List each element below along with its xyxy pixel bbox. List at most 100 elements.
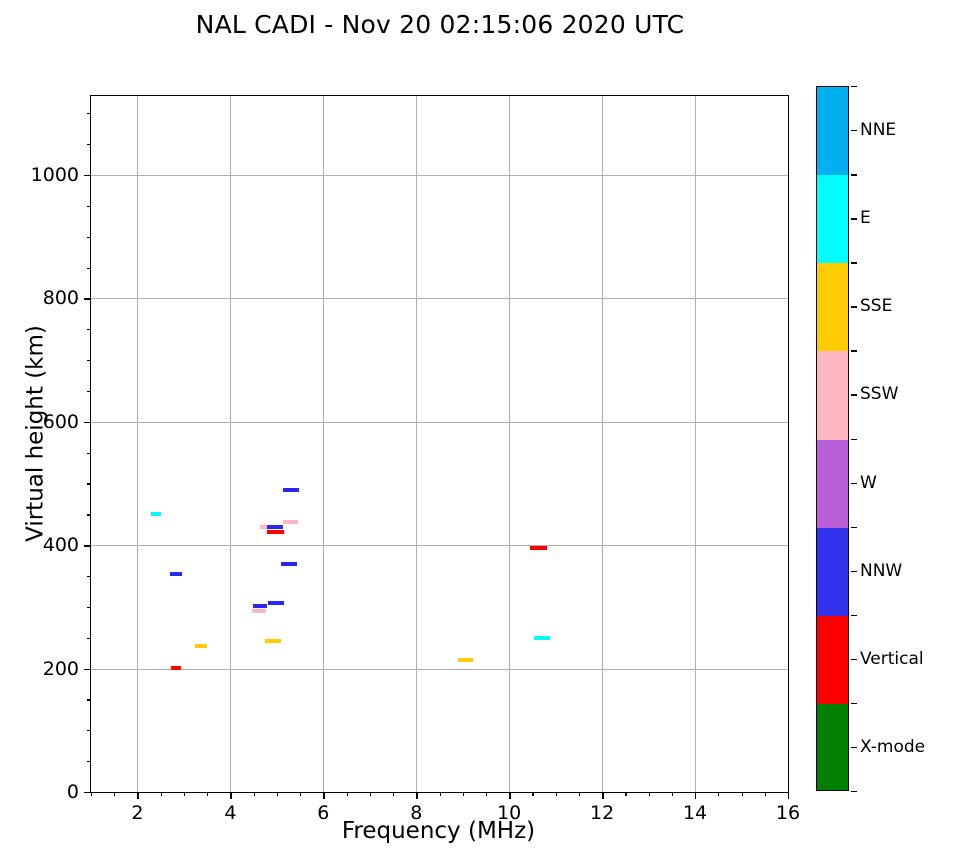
gridline-horizontal (91, 421, 788, 423)
x-axis-tick (602, 792, 604, 799)
data-point-mark (266, 530, 284, 535)
x-axis-tick (137, 792, 139, 799)
y-axis-minor-tick (87, 699, 91, 701)
colorbar-label-vertical: Vertical (860, 648, 924, 669)
colorbar-segment-w (817, 439, 848, 529)
colorbar-segment-nne (817, 87, 848, 176)
colorbar-label-nnw: NNW (860, 560, 903, 581)
colorbar-label-x-mode: X-mode (860, 736, 926, 757)
y-axis-tick (84, 668, 91, 670)
data-point-mark (150, 512, 161, 517)
colorbar-tick (851, 570, 857, 573)
y-axis-minor-tick (87, 144, 91, 146)
plot-data-area (91, 96, 788, 792)
x-axis-minor-tick (439, 792, 441, 796)
x-axis-minor-tick (764, 792, 766, 796)
gridline-vertical (695, 96, 697, 792)
colorbar-tick (851, 130, 857, 132)
gridline-vertical (230, 96, 232, 792)
x-axis-minor-tick (555, 792, 557, 796)
x-axis-minor-tick (718, 792, 720, 796)
y-axis-minor-tick (87, 236, 91, 238)
x-axis-tick (230, 792, 232, 799)
data-point-mark (267, 524, 283, 529)
y-axis-tick-label: 1000 (30, 163, 79, 186)
data-point-mark (267, 600, 284, 605)
colorbar-segment-nnw (817, 527, 848, 617)
x-axis-minor-tick (114, 792, 116, 796)
gridline-horizontal (91, 668, 788, 670)
x-axis-tick-label: 10 (497, 802, 522, 824)
x-axis-minor-tick (648, 792, 650, 796)
x-axis-tick (509, 792, 511, 799)
x-axis-minor-tick (369, 792, 371, 796)
y-axis-minor-tick (87, 483, 91, 485)
data-point-mark (457, 657, 473, 662)
x-axis-minor-tick (91, 792, 93, 796)
page-title: NAL CADI - Nov 20 02:15:06 2020 UTC (195, 10, 685, 39)
gridline-vertical (416, 96, 418, 792)
x-axis-tick-label: 2 (131, 802, 144, 824)
data-point-mark (195, 643, 208, 648)
x-axis-tick-label: 6 (317, 802, 330, 824)
y-axis-label: Virtual height (km) (22, 325, 49, 542)
y-axis-tick-label: 400 (42, 534, 79, 557)
colorbar-tick (851, 218, 857, 220)
data-point-mark (283, 488, 300, 493)
x-axis-tick (323, 792, 325, 799)
y-axis-minor-tick (87, 329, 91, 331)
x-axis-minor-tick (671, 792, 674, 796)
y-axis-minor-tick (87, 390, 91, 393)
colorbar-boundary-tick (851, 86, 857, 88)
colorbar-boundary-tick (851, 350, 857, 352)
x-axis-minor-tick (462, 792, 464, 796)
x-axis-minor-tick (183, 792, 186, 796)
colorbar-segment-sse (817, 263, 848, 352)
y-axis-tick-label: 0 (66, 781, 79, 803)
y-axis-tick (84, 792, 91, 794)
data-point-mark (265, 639, 282, 644)
colorbar-boundary-tick (851, 262, 857, 264)
data-point-mark (252, 604, 267, 609)
colorbar-tick (851, 394, 857, 396)
colorbar-segment-vertical (817, 615, 848, 705)
x-axis-minor-tick (485, 792, 488, 796)
x-axis-minor-tick (625, 792, 627, 796)
y-axis-tick-label: 800 (42, 287, 79, 310)
colorbar-tick (851, 658, 857, 661)
y-axis-minor-tick (87, 360, 91, 362)
x-axis-tick (695, 792, 697, 799)
colorbar-boundary-tick (851, 174, 857, 176)
y-axis-minor-tick (87, 113, 91, 115)
x-axis-minor-tick (741, 792, 743, 796)
x-axis-minor-tick (276, 792, 279, 796)
colorbar-tick (851, 746, 857, 749)
colorbar-boundary-tick (851, 791, 857, 793)
y-axis-tick (84, 174, 91, 177)
x-axis-tick-label: 8 (410, 802, 423, 824)
y-axis-minor-tick (87, 205, 91, 208)
gridline-vertical (323, 96, 325, 792)
colorbar-boundary-tick (851, 702, 857, 705)
colorbar-label-e: E (860, 208, 871, 229)
y-axis-tick (84, 298, 91, 300)
colorbar-boundary-tick (851, 438, 857, 440)
colorbar-segment-e (817, 175, 848, 264)
gridline-vertical (509, 96, 511, 792)
azimuth-colorbar (816, 86, 849, 791)
colorbar-boundary-tick (851, 614, 857, 617)
data-point-mark (283, 520, 299, 525)
colorbar-tick (851, 482, 857, 484)
x-axis-tick (788, 792, 790, 799)
data-point-mark (529, 545, 547, 550)
data-point-mark (280, 561, 297, 566)
y-axis-minor-tick (87, 267, 91, 269)
colorbar-boundary-tick (851, 526, 857, 529)
x-axis-minor-tick (532, 792, 534, 796)
x-axis-minor-tick (393, 792, 395, 796)
colorbar-tick (851, 306, 857, 308)
gridline-horizontal (91, 298, 788, 300)
x-axis-minor-tick (578, 792, 581, 796)
x-axis-minor-tick (346, 792, 348, 796)
